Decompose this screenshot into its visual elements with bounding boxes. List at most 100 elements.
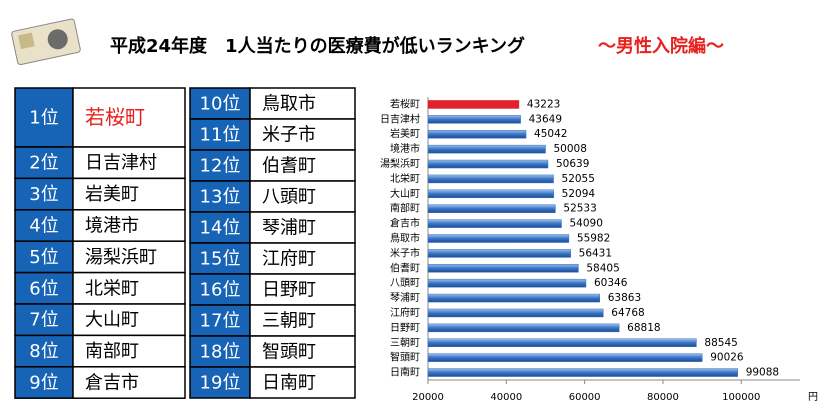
value-label: 43649 — [529, 113, 562, 125]
rank-label: 6位 — [29, 278, 58, 299]
value-label: 99088 — [746, 367, 779, 379]
town-name: 日野町 — [262, 280, 316, 301]
x-tick-label: 60000 — [569, 392, 601, 403]
rank-label: 15位 — [200, 249, 241, 270]
rank-cell — [189, 366, 251, 399]
y-tick-label: 琴浦町 — [390, 291, 420, 304]
bar — [427, 353, 703, 362]
town-name: 鳥取市 — [262, 94, 316, 115]
y-tick-label: 江府町 — [390, 306, 420, 319]
rank-label: 16位 — [200, 280, 241, 301]
value-label: 60346 — [594, 277, 628, 289]
x-tick-label: 40000 — [490, 392, 522, 403]
value-label: 52055 — [562, 173, 595, 185]
x-tick-label: 20000 — [412, 392, 444, 403]
town-cell — [72, 366, 186, 399]
town-name: 八頭町 — [262, 187, 316, 208]
town-cell — [72, 271, 186, 305]
town-cell — [72, 334, 186, 368]
town-name: 江府町 — [262, 249, 316, 270]
bar — [427, 100, 520, 109]
value-label: 64768 — [611, 307, 644, 319]
rank-cell — [189, 335, 251, 368]
value-label: 50639 — [556, 158, 589, 170]
y-tick-label: 日南町 — [390, 366, 420, 379]
town-name: 湯梨浜町 — [85, 247, 157, 268]
bar — [427, 189, 554, 199]
town-name: 智頭町 — [262, 342, 316, 363]
rank-label: 1位 — [29, 108, 58, 129]
rank-cell — [189, 211, 251, 244]
value-label: 45042 — [534, 128, 567, 140]
town-cell — [249, 273, 356, 306]
town-cell — [249, 180, 356, 213]
town-name: 倉吉市 — [85, 373, 139, 394]
value-label: 58405 — [586, 262, 619, 274]
y-tick-label: 日吉津村 — [380, 112, 420, 125]
rank-label: 12位 — [200, 156, 241, 177]
town-name: 米子市 — [262, 125, 316, 146]
value-label: 88545 — [704, 337, 737, 349]
bar — [427, 323, 620, 333]
rank-cell — [189, 273, 251, 306]
town-name: 三朝町 — [262, 311, 316, 332]
town-name: 境港市 — [85, 216, 139, 237]
rank-label: 3位 — [29, 184, 58, 205]
town-cell — [72, 209, 186, 242]
town-cell — [249, 366, 356, 399]
x-tick-label: 80000 — [647, 392, 679, 403]
town-cell — [249, 335, 356, 368]
y-tick-label: 岩美町 — [390, 127, 420, 140]
town-cell — [249, 242, 356, 275]
rank-label: 4位 — [29, 216, 58, 237]
y-tick-label: 三朝町 — [390, 337, 420, 349]
rank-cell — [189, 87, 251, 120]
value-label: 63863 — [608, 292, 641, 304]
bar — [427, 368, 738, 377]
value-label: 54090 — [569, 218, 602, 230]
y-tick-label: 倉吉市 — [390, 217, 420, 230]
bar — [427, 219, 562, 228]
bar — [427, 144, 546, 154]
rank-cell — [189, 304, 251, 337]
rank-label: 7位 — [29, 310, 58, 331]
value-label: 43223 — [527, 98, 560, 110]
y-tick-label: 智頭町 — [390, 351, 420, 364]
rank-label: 8位 — [29, 341, 58, 362]
rank-label: 19位 — [200, 373, 241, 394]
bar — [427, 129, 527, 139]
rank-label: 17位 — [200, 311, 241, 332]
bar — [427, 234, 570, 243]
town-name: 南部町 — [85, 341, 139, 362]
value-label: 50008 — [554, 143, 587, 155]
rank-label: 10位 — [200, 94, 241, 115]
y-tick-label: 湯梨浜町 — [380, 157, 420, 170]
y-tick-label: 八頭町 — [390, 277, 420, 289]
y-tick-label: 米子市 — [390, 246, 420, 259]
town-cell — [72, 240, 186, 274]
value-label: 52533 — [563, 203, 596, 215]
town-name: 伯耆町 — [262, 156, 316, 177]
bar — [427, 159, 549, 169]
y-tick-label: 境港市 — [390, 142, 420, 155]
rank-label: 5位 — [29, 247, 58, 268]
town-cell — [72, 303, 186, 337]
bar — [427, 115, 521, 124]
rank-label: 14位 — [200, 218, 241, 239]
town-name: 若桜町 — [85, 105, 145, 129]
y-tick-label: 日野町 — [390, 322, 420, 334]
y-tick-label: 大山町 — [390, 187, 420, 200]
y-tick-label: 伯耆町 — [390, 261, 420, 274]
x-axis-unit: 円 — [808, 392, 818, 403]
rank-label: 18位 — [200, 342, 241, 363]
town-name: 北栄町 — [85, 278, 139, 299]
bar — [427, 338, 697, 348]
y-tick-label: 北栄町 — [390, 173, 420, 185]
y-tick-label: 南部町 — [390, 202, 420, 215]
bar — [427, 249, 571, 258]
value-label: 56431 — [579, 247, 612, 259]
town-name: 大山町 — [85, 310, 139, 331]
bar — [427, 174, 554, 184]
bar — [427, 204, 556, 213]
